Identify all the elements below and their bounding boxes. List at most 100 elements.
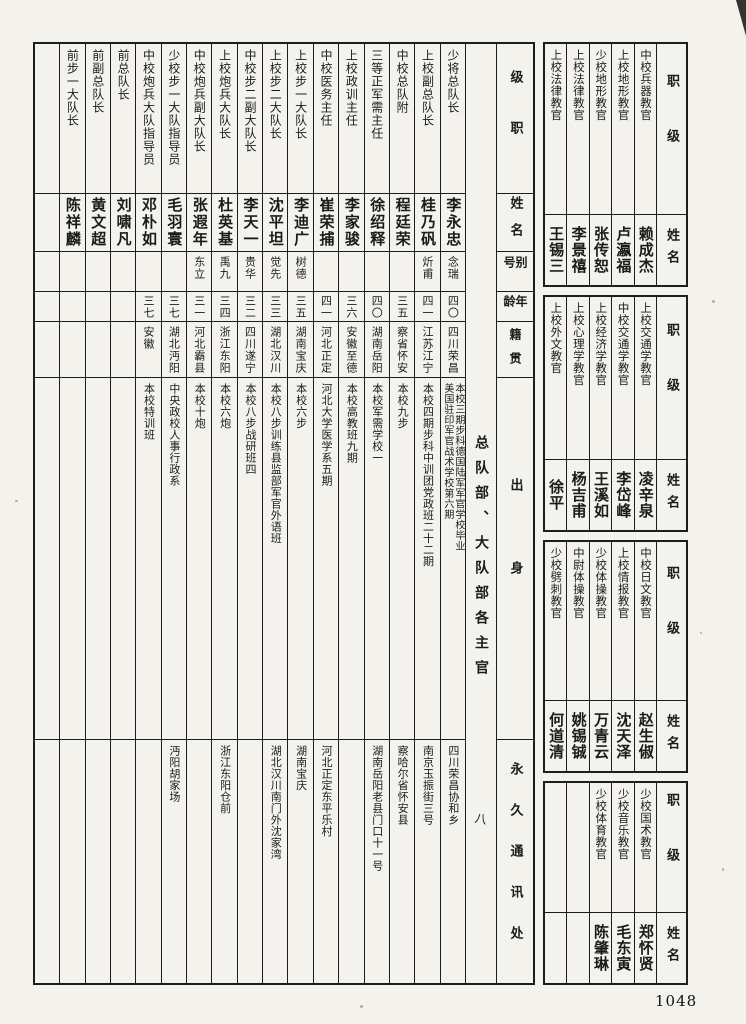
instructor-name-text: 王锡三 bbox=[547, 226, 566, 274]
background-cell: 本校八步战研班四 bbox=[237, 378, 263, 740]
origin-cell: 察省怀安 bbox=[389, 322, 415, 378]
instructor-rank-cell: 上校外文教官 bbox=[544, 297, 567, 460]
rank-cell: 少校步一大队指导员 bbox=[161, 44, 187, 194]
roster-column: 上校步一大队长 李迪广 树德 三五 湖南宝庆 本校六步 湖南宝庆 bbox=[287, 44, 313, 983]
rank-cell: 少将总队长 bbox=[440, 44, 465, 194]
band-header-rank-label: 职级 bbox=[664, 74, 679, 184]
age-text: 三一 bbox=[192, 295, 206, 319]
roster-column: 少将总队长 李永忠 念瑞 四〇 四川荣昌 本校三期步科德国陆军军官学校毕业 美国驻印军官战… bbox=[439, 44, 465, 983]
name-cell: 沈平坦 bbox=[263, 194, 288, 252]
address-text: 湖北汉川南门外沈家湾 bbox=[269, 745, 283, 860]
instructor-table: 职级 姓名 中校兵器教官 赖成杰 上校地形教官 卢瀛福 少校地形教官 张传恕 上校法律教官 李景禧… bbox=[543, 42, 688, 985]
address-cell bbox=[111, 740, 135, 983]
name-text: 李迪广 bbox=[292, 197, 311, 248]
band-header-rank-label: 职级 bbox=[664, 323, 679, 433]
alias-cell bbox=[60, 252, 85, 292]
background-cell: 本校军需学校一 bbox=[364, 378, 389, 740]
address-cell: 浙江东阳仓前 bbox=[212, 740, 236, 983]
instructor-band: 职级 姓名 上校交通学教官 凌辛泉 中校交通学教官 李岱峰 上校经济学教官 王溪如 上校心理学教… bbox=[543, 295, 688, 532]
band-header-rank-label: 职级 bbox=[664, 792, 679, 903]
background-text: 本校十炮 bbox=[193, 383, 207, 429]
scan-speck bbox=[722, 868, 724, 871]
header-address-cell: 永久通讯处 bbox=[497, 740, 533, 983]
name-text: 李永忠 bbox=[444, 197, 463, 248]
address-cell bbox=[86, 740, 110, 983]
address-cell: 湖南岳阳老县门口十一号 bbox=[365, 740, 389, 983]
alias-text: 禹九 bbox=[218, 256, 232, 280]
background-cell bbox=[110, 378, 136, 740]
rank-text: 少校步一大队指导员 bbox=[166, 49, 181, 166]
instructor-rank-cell: 中尉体操教官 bbox=[567, 542, 589, 701]
name-cell bbox=[34, 194, 60, 252]
origin-cell: 浙江东阳 bbox=[212, 322, 237, 378]
instructor-rank-cell: 上校经济学教官 bbox=[589, 297, 612, 460]
name-cell: 刘啸凡 bbox=[110, 194, 136, 252]
rank-text: 前副总队长 bbox=[90, 49, 105, 114]
rank-text: 上校步一大队长 bbox=[293, 49, 308, 140]
section-title-column: 总队部、大队部各主官八 bbox=[465, 44, 496, 983]
instructor-name-text: 杨吉甫 bbox=[569, 471, 588, 519]
instructor-name-text: 郑怀贤 bbox=[636, 924, 655, 972]
band-header-name-cell: 姓名 bbox=[657, 460, 686, 530]
background-cell: 本校九步 bbox=[389, 378, 415, 740]
instructor-name-text: 沈天泽 bbox=[614, 712, 633, 760]
age-cell bbox=[34, 292, 60, 322]
rank-text: 三等正军需主任 bbox=[369, 49, 384, 140]
header-name-label: 姓名 bbox=[507, 195, 523, 250]
header-age-label: 年龄 bbox=[502, 295, 528, 309]
origin-cell: 湖南宝庆 bbox=[288, 322, 313, 378]
background-text: 本校六步 bbox=[294, 383, 308, 429]
name-cell: 陈祥麟 bbox=[60, 194, 85, 252]
band-header-column: 职级 姓名 bbox=[656, 542, 686, 771]
instructor-rank-text: 上校法律教官 bbox=[549, 49, 564, 121]
rank-text: 上校政训主任 bbox=[344, 49, 359, 127]
rank-cell bbox=[34, 44, 60, 194]
background-cell bbox=[34, 378, 60, 740]
band-header-name-label: 姓名 bbox=[664, 714, 679, 758]
rank-cell: 上校政训主任 bbox=[339, 44, 364, 194]
band-header-name-label: 姓名 bbox=[664, 228, 679, 272]
address-text: 四川荣昌协和乡 bbox=[446, 745, 460, 826]
instructor-rank-cell: 上校交通学教官 bbox=[634, 297, 656, 460]
instructor-name-text: 赵生俶 bbox=[636, 712, 655, 760]
instructor-name-text: 李景禧 bbox=[569, 226, 588, 274]
instructor-column: 中校交通学教官 李岱峰 bbox=[611, 297, 634, 530]
instructor-name-cell: 陈肇琳 bbox=[590, 913, 611, 983]
scan-corner-artifact bbox=[736, 0, 746, 36]
age-text: 三五 bbox=[395, 295, 409, 319]
background-text: 本校高教班九期 bbox=[345, 383, 359, 464]
age-text: 三七 bbox=[142, 295, 155, 319]
instructor-name-text: 王溪如 bbox=[591, 471, 610, 519]
background-text: 本校六炮 bbox=[218, 383, 232, 429]
background-cell: 本校六步 bbox=[288, 378, 313, 740]
instructor-rank-cell: 中校兵器教官 bbox=[634, 44, 656, 215]
rank-cell: 前副总队长 bbox=[85, 44, 110, 194]
rank-cell: 中校总队附 bbox=[389, 44, 415, 194]
background-text: 本校九步 bbox=[396, 383, 410, 429]
origin-text: 浙江东阳 bbox=[218, 326, 232, 374]
alias-cell: 树德 bbox=[288, 252, 313, 292]
instructor-column: 上校外文教官 徐平 bbox=[544, 297, 567, 530]
rank-text: 上校副总队长 bbox=[420, 49, 435, 127]
band-header-rank-cell: 职级 bbox=[657, 297, 686, 460]
name-cell: 张遐年 bbox=[187, 194, 212, 252]
instructor-column: 少校体育教官 陈肇琳 bbox=[588, 783, 612, 983]
background-cell: 河北大学医学系五期 bbox=[313, 378, 339, 740]
age-text: 三二 bbox=[243, 295, 257, 319]
instructor-name-text: 陈肇琳 bbox=[591, 924, 610, 972]
name-cell: 李家骏 bbox=[339, 194, 364, 252]
origin-cell bbox=[85, 322, 110, 378]
age-cell: 四〇 bbox=[364, 292, 389, 322]
name-text: 沈平坦 bbox=[266, 197, 285, 248]
rank-cell: 前总队长 bbox=[110, 44, 136, 194]
scan-speck bbox=[700, 632, 702, 634]
rank-cell: 上校副总队长 bbox=[415, 44, 440, 194]
background-cell: 本校特训班 bbox=[136, 378, 161, 740]
address-cell bbox=[339, 740, 363, 983]
rank-cell: 三等正军需主任 bbox=[364, 44, 389, 194]
alias-text: 念瑞 bbox=[446, 256, 460, 280]
address-text: 察哈尔省怀安县 bbox=[396, 745, 410, 826]
origin-text: 安徽 bbox=[142, 326, 155, 350]
instructor-name-text: 徐平 bbox=[547, 479, 566, 511]
rank-text: 中校步二副大队长 bbox=[242, 49, 257, 153]
